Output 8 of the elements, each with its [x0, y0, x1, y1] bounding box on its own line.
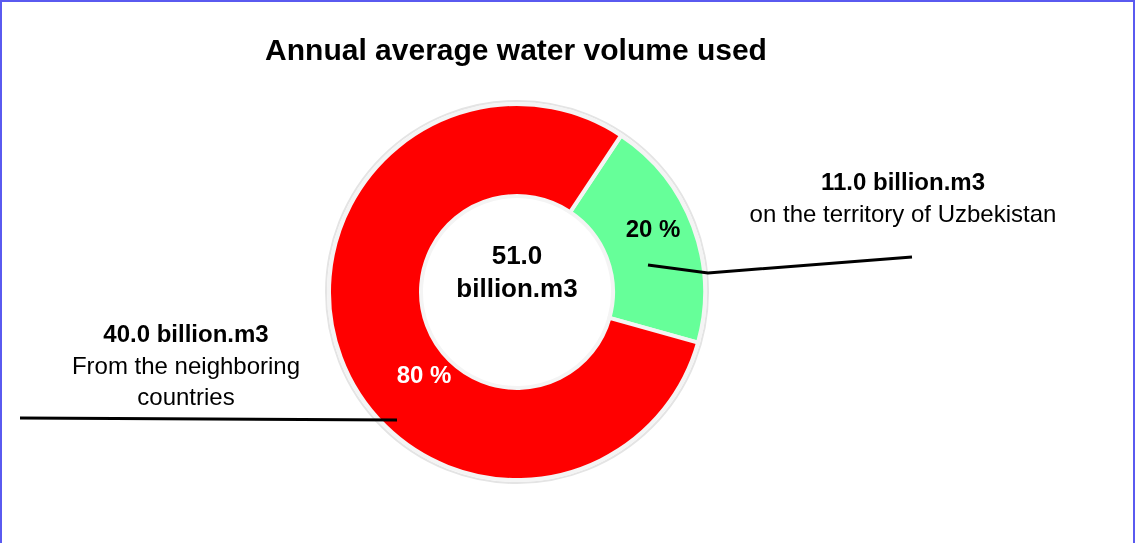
text: 40.0 billion.m3: [103, 320, 269, 347]
slice-label: From the neighboring countries: [71, 352, 301, 410]
data-label: 20 %: [625, 215, 681, 242]
text: 11.0 billion.m3: [820, 168, 986, 195]
text: 51.0 billion.m3: [456, 240, 578, 303]
chart-title: Annual average water volume used: [265, 33, 767, 66]
slice-label: on the territory of Uzbekistan: [749, 200, 1057, 227]
data-label: 80 %: [396, 361, 452, 388]
